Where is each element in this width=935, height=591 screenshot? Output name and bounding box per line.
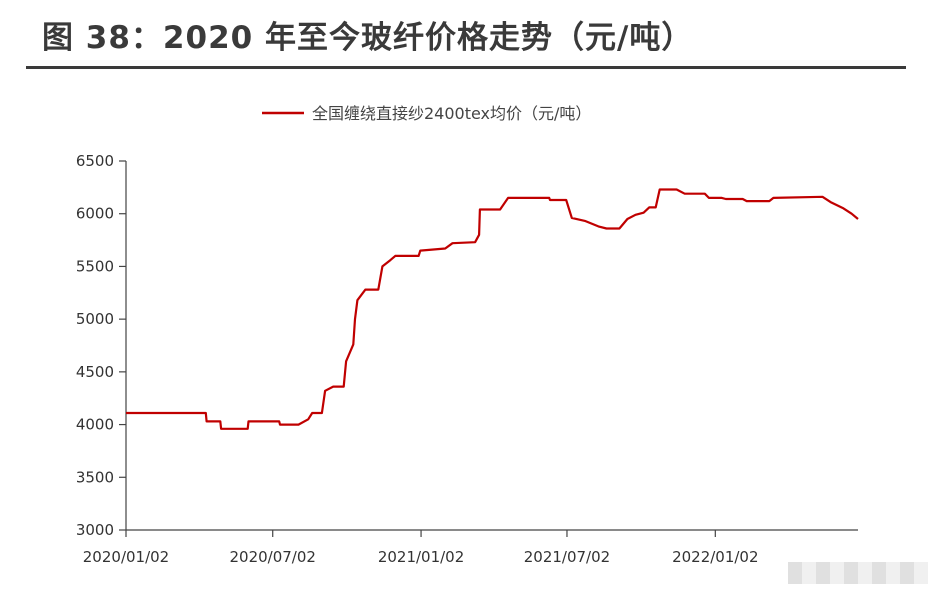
y-tick-label: 4500 [76,363,114,381]
watermark [788,562,928,584]
y-tick-label: 6500 [76,152,114,170]
x-tick-label: 2022/01/02 [672,548,758,566]
x-tick-label: 2021/01/02 [378,548,464,566]
series-line [126,188,859,430]
y-tick-label: 4000 [76,416,114,434]
y-tick-label: 5500 [76,257,114,275]
y-tick-label: 5000 [76,310,114,328]
title-divider [26,66,906,69]
x-tick-label: 2020/07/02 [229,548,315,566]
chart-title: 图 38：2020 年至今玻纤价格走势（元/吨） [42,20,694,56]
y-tick-label: 6000 [76,205,114,223]
x-tick-label: 2020/01/02 [83,548,169,566]
x-tick-label: 2021/07/02 [524,548,610,566]
legend-label: 全国缠绕直接纱2400tex均价（元/吨） [312,104,591,123]
y-tick-label: 3000 [76,521,114,539]
y-tick-label: 3500 [76,468,114,486]
